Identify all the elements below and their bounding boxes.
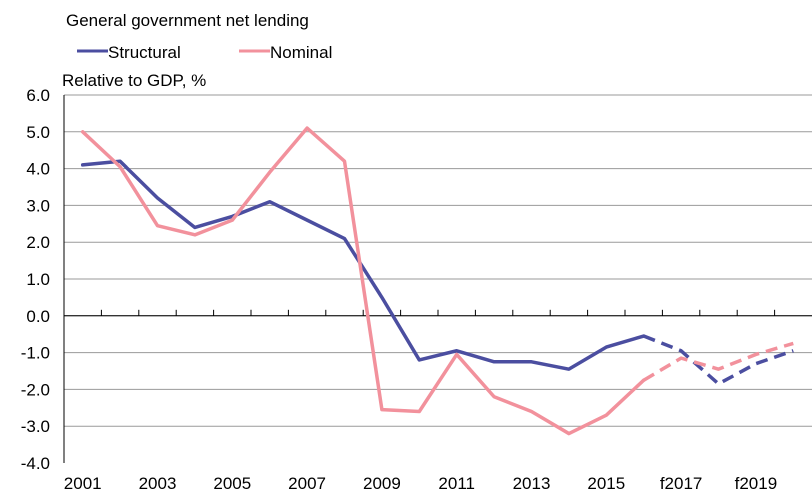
series-forecast-line-structural (643, 334, 794, 386)
y-tick-label: 1.0 (26, 270, 50, 289)
gridlines (64, 94, 812, 427)
chart-title: General government net lending (66, 11, 309, 30)
x-tick-label: 2011 (438, 474, 475, 493)
x-tick-label: 2015 (587, 474, 625, 493)
y-axis-label: Relative to GDP, % (62, 71, 206, 90)
x-tick-label: 2005 (213, 474, 251, 493)
y-tick-label: -4.0 (21, 454, 50, 473)
series-forecast-line-nominal (642, 341, 794, 382)
y-axis: 6.0 5.0 4.0 3.0 2.0 1.0 0.0 -1.0 -2.0 -3.0 -4.0 (21, 86, 65, 473)
y-tick-label: -1.0 (21, 344, 50, 363)
series-lines (80, 126, 794, 436)
x-tick-label: 2009 (363, 474, 401, 493)
x-axis: 2001 2003 2005 2007 2009 2011 2013 2015 f2017 f20… (64, 309, 812, 493)
y-tick-label: -3.0 (21, 417, 50, 436)
y-tick-label: -2.0 (21, 380, 50, 399)
x-tick-label: 2013 (513, 474, 551, 493)
x-tick-label: 2003 (139, 474, 177, 493)
x-tick-label: f2017 (660, 474, 703, 493)
y-tick-label: 6.0 (26, 86, 50, 105)
y-tick-label: 4.0 (26, 160, 50, 179)
y-tick-label: 5.0 (26, 123, 50, 142)
y-tick-label: 2.0 (26, 233, 50, 252)
legend-label-structural: Structural (108, 43, 181, 62)
x-tick-label: 2007 (288, 474, 326, 493)
x-tick-label: f2019 (735, 474, 778, 493)
y-tick-label: 0.0 (26, 307, 50, 326)
legend: Structural Nominal (77, 43, 332, 62)
series-line-nominal (80, 126, 646, 436)
x-tick-label: 2001 (64, 474, 102, 493)
legend-label-nominal: Nominal (270, 43, 332, 62)
series-line-structural (80, 159, 646, 371)
y-tick-label: 3.0 (26, 196, 50, 215)
